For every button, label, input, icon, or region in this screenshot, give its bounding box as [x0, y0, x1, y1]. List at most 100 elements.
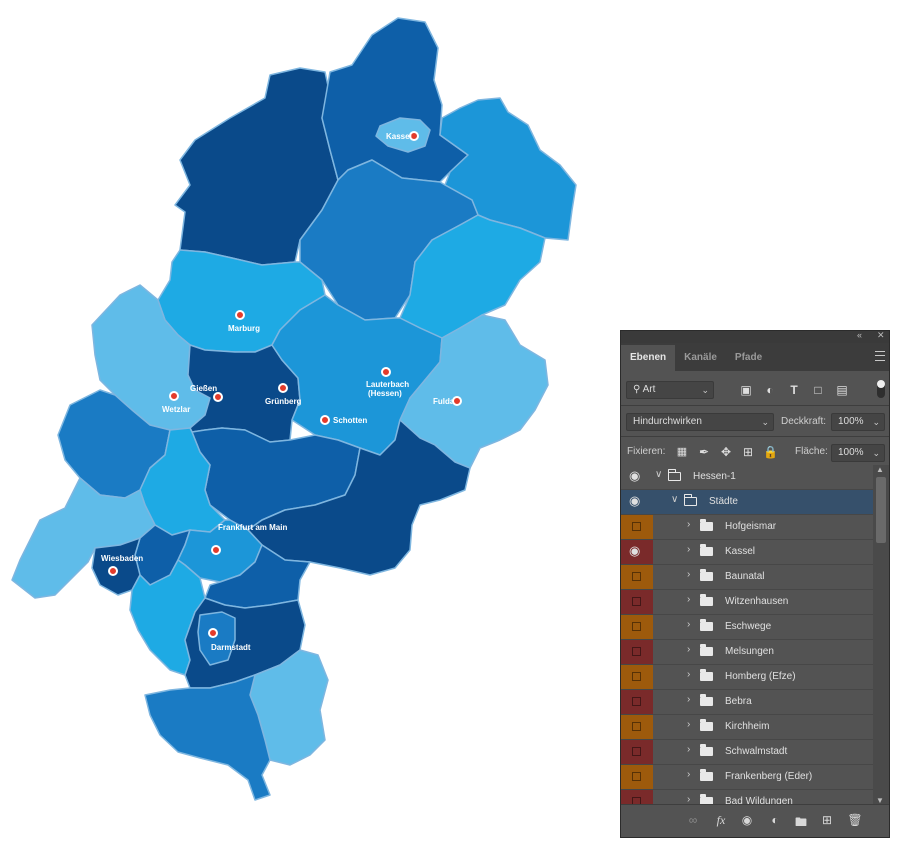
link-icon[interactable]: ∞	[688, 813, 698, 827]
layer-visibility-toggle[interactable]	[621, 590, 653, 614]
layer-visibility-toggle[interactable]	[621, 790, 653, 805]
mask-icon[interactable]: ◉	[741, 813, 753, 827]
chevron-right-icon[interactable]: ›	[687, 669, 691, 680]
filter-pixel-icon[interactable]: ▣	[740, 383, 752, 397]
scroll-up-icon[interactable]: ▲	[876, 465, 884, 474]
layer-row[interactable]: › Witzenhausen	[621, 590, 873, 615]
lock-all-icon[interactable]: 🔒	[763, 445, 778, 459]
scroll-thumb[interactable]	[876, 477, 886, 543]
layer-visibility-toggle[interactable]: ◉	[621, 490, 653, 514]
lock-artboard-icon[interactable]: ⊞	[742, 445, 754, 459]
layer-visibility-toggle[interactable]	[621, 640, 653, 664]
layer-visibility-toggle[interactable]	[621, 515, 653, 539]
layer-row[interactable]: › Eschwege	[621, 615, 873, 640]
layer-row[interactable]: › Baunatal	[621, 565, 873, 590]
layer-list-scrollbar[interactable]: ▲ ▼	[873, 465, 889, 805]
blend-mode-select[interactable]: Hindurchwirken ⌄	[626, 413, 774, 431]
layer-row[interactable]: › Bebra	[621, 690, 873, 715]
marker-marburg[interactable]	[235, 310, 245, 320]
layer-name: Frankenberg (Eder)	[725, 771, 813, 782]
layer-visibility-toggle[interactable]	[621, 740, 653, 764]
folder-icon	[700, 744, 713, 756]
marker-kassel[interactable]	[409, 131, 419, 141]
marker-gruenberg[interactable]	[278, 383, 288, 393]
layer-visibility-toggle[interactable]	[621, 665, 653, 689]
chevron-right-icon[interactable]: ›	[687, 719, 691, 730]
close-panel-icon[interactable]: ✕	[877, 330, 885, 340]
layer-visibility-toggle[interactable]	[621, 690, 653, 714]
layer-visibility-toggle[interactable]	[621, 715, 653, 739]
tab-paths[interactable]: Pfade	[734, 352, 763, 363]
layer-row[interactable]: › Melsungen	[621, 640, 873, 665]
panel-menu-icon[interactable]	[875, 351, 885, 361]
district-kassel-land	[321, 17, 469, 183]
chevron-right-icon[interactable]: ›	[687, 794, 691, 805]
chevron-down-icon[interactable]: ∨	[671, 494, 679, 505]
folder-icon	[700, 669, 713, 681]
lock-transparent-icon[interactable]: ▦	[676, 446, 688, 458]
chevron-down-icon[interactable]: ∨	[655, 469, 663, 480]
marker-wetzlar[interactable]	[169, 391, 179, 401]
opacity-input[interactable]: 100% ⌄	[831, 413, 885, 431]
chevron-right-icon[interactable]: ›	[687, 744, 691, 755]
folder-icon	[668, 469, 681, 481]
new-group-icon[interactable]: 🖿	[794, 815, 807, 829]
tab-layers[interactable]: Ebenen	[621, 345, 676, 371]
panel-topbar: « ✕	[621, 330, 889, 343]
hidden-checkbox-icon	[632, 597, 641, 606]
filter-kind-select[interactable]: ⚲ Art ⌄	[626, 381, 714, 399]
marker-frankfurt[interactable]	[211, 545, 221, 555]
layer-row[interactable]: ◉ ∨ Städte	[621, 490, 873, 515]
adjustment-icon[interactable]: ◐	[771, 813, 779, 827]
marker-lauterbach[interactable]	[381, 367, 391, 377]
layer-visibility-toggle[interactable]: ◉	[621, 465, 653, 489]
layer-row[interactable]: › Hofgeismar	[621, 515, 873, 540]
chevron-right-icon[interactable]: ›	[687, 694, 691, 705]
chevron-right-icon[interactable]: ›	[687, 769, 691, 780]
chevron-right-icon[interactable]: ›	[687, 519, 691, 530]
layer-row[interactable]: › Kirchheim	[621, 715, 873, 740]
chevron-right-icon[interactable]: ›	[687, 594, 691, 605]
new-layer-icon[interactable]: ⊞	[821, 813, 833, 827]
hidden-checkbox-icon	[632, 522, 641, 531]
filter-shape-icon[interactable]: □	[814, 383, 822, 397]
scroll-down-icon[interactable]: ▼	[876, 796, 884, 805]
layer-row[interactable]: › Homberg (Efze)	[621, 665, 873, 690]
marker-fulda[interactable]	[452, 396, 462, 406]
collapse-icon[interactable]: «	[857, 330, 863, 340]
fill-input[interactable]: 100% ⌄	[831, 444, 885, 462]
chevron-right-icon[interactable]: ›	[687, 544, 691, 555]
layer-row[interactable]: ◉ › Kassel	[621, 540, 873, 565]
marker-wiesbaden[interactable]	[108, 566, 118, 576]
layer-row[interactable]: › Bad Wildungen	[621, 790, 873, 805]
marker-schotten[interactable]	[320, 415, 330, 425]
layer-row[interactable]: ◉ ∨ Hessen-1	[621, 465, 873, 490]
layer-name: Kassel	[725, 546, 756, 557]
layer-visibility-toggle[interactable]: ◉	[621, 540, 653, 564]
district-bergstrasse	[144, 674, 271, 801]
layer-row[interactable]: › Schwalmstadt	[621, 740, 873, 765]
tab-channels[interactable]: Kanäle	[684, 352, 717, 363]
filter-adjustment-icon[interactable]: ◐	[766, 383, 774, 397]
layer-name: Melsungen	[725, 646, 774, 657]
layer-visibility-toggle[interactable]	[621, 765, 653, 789]
layer-visibility-toggle[interactable]	[621, 565, 653, 589]
chevron-right-icon[interactable]: ›	[687, 619, 691, 630]
chevron-right-icon[interactable]: ›	[687, 644, 691, 655]
separator	[621, 436, 889, 437]
label-giessen: Gießen	[190, 384, 217, 393]
marker-giessen[interactable]	[213, 392, 223, 402]
layer-row[interactable]: › Frankenberg (Eder)	[621, 765, 873, 790]
eye-icon: ◉	[629, 468, 641, 483]
lock-move-icon[interactable]: ✥	[720, 445, 732, 459]
marker-darmstadt[interactable]	[208, 628, 218, 638]
trash-icon[interactable]: 🗑	[847, 813, 863, 827]
filter-smartobject-icon[interactable]: ▤	[836, 383, 848, 397]
fx-icon[interactable]: fx	[716, 813, 726, 827]
filter-type-icon[interactable]: T	[790, 383, 798, 397]
lock-brush-icon[interactable]: ✒	[698, 445, 710, 459]
filter-toggle-switch[interactable]	[877, 380, 885, 398]
label-lauterbach: Lauterbach (Hessen)	[366, 380, 409, 398]
chevron-right-icon[interactable]: ›	[687, 569, 691, 580]
layer-visibility-toggle[interactable]	[621, 615, 653, 639]
